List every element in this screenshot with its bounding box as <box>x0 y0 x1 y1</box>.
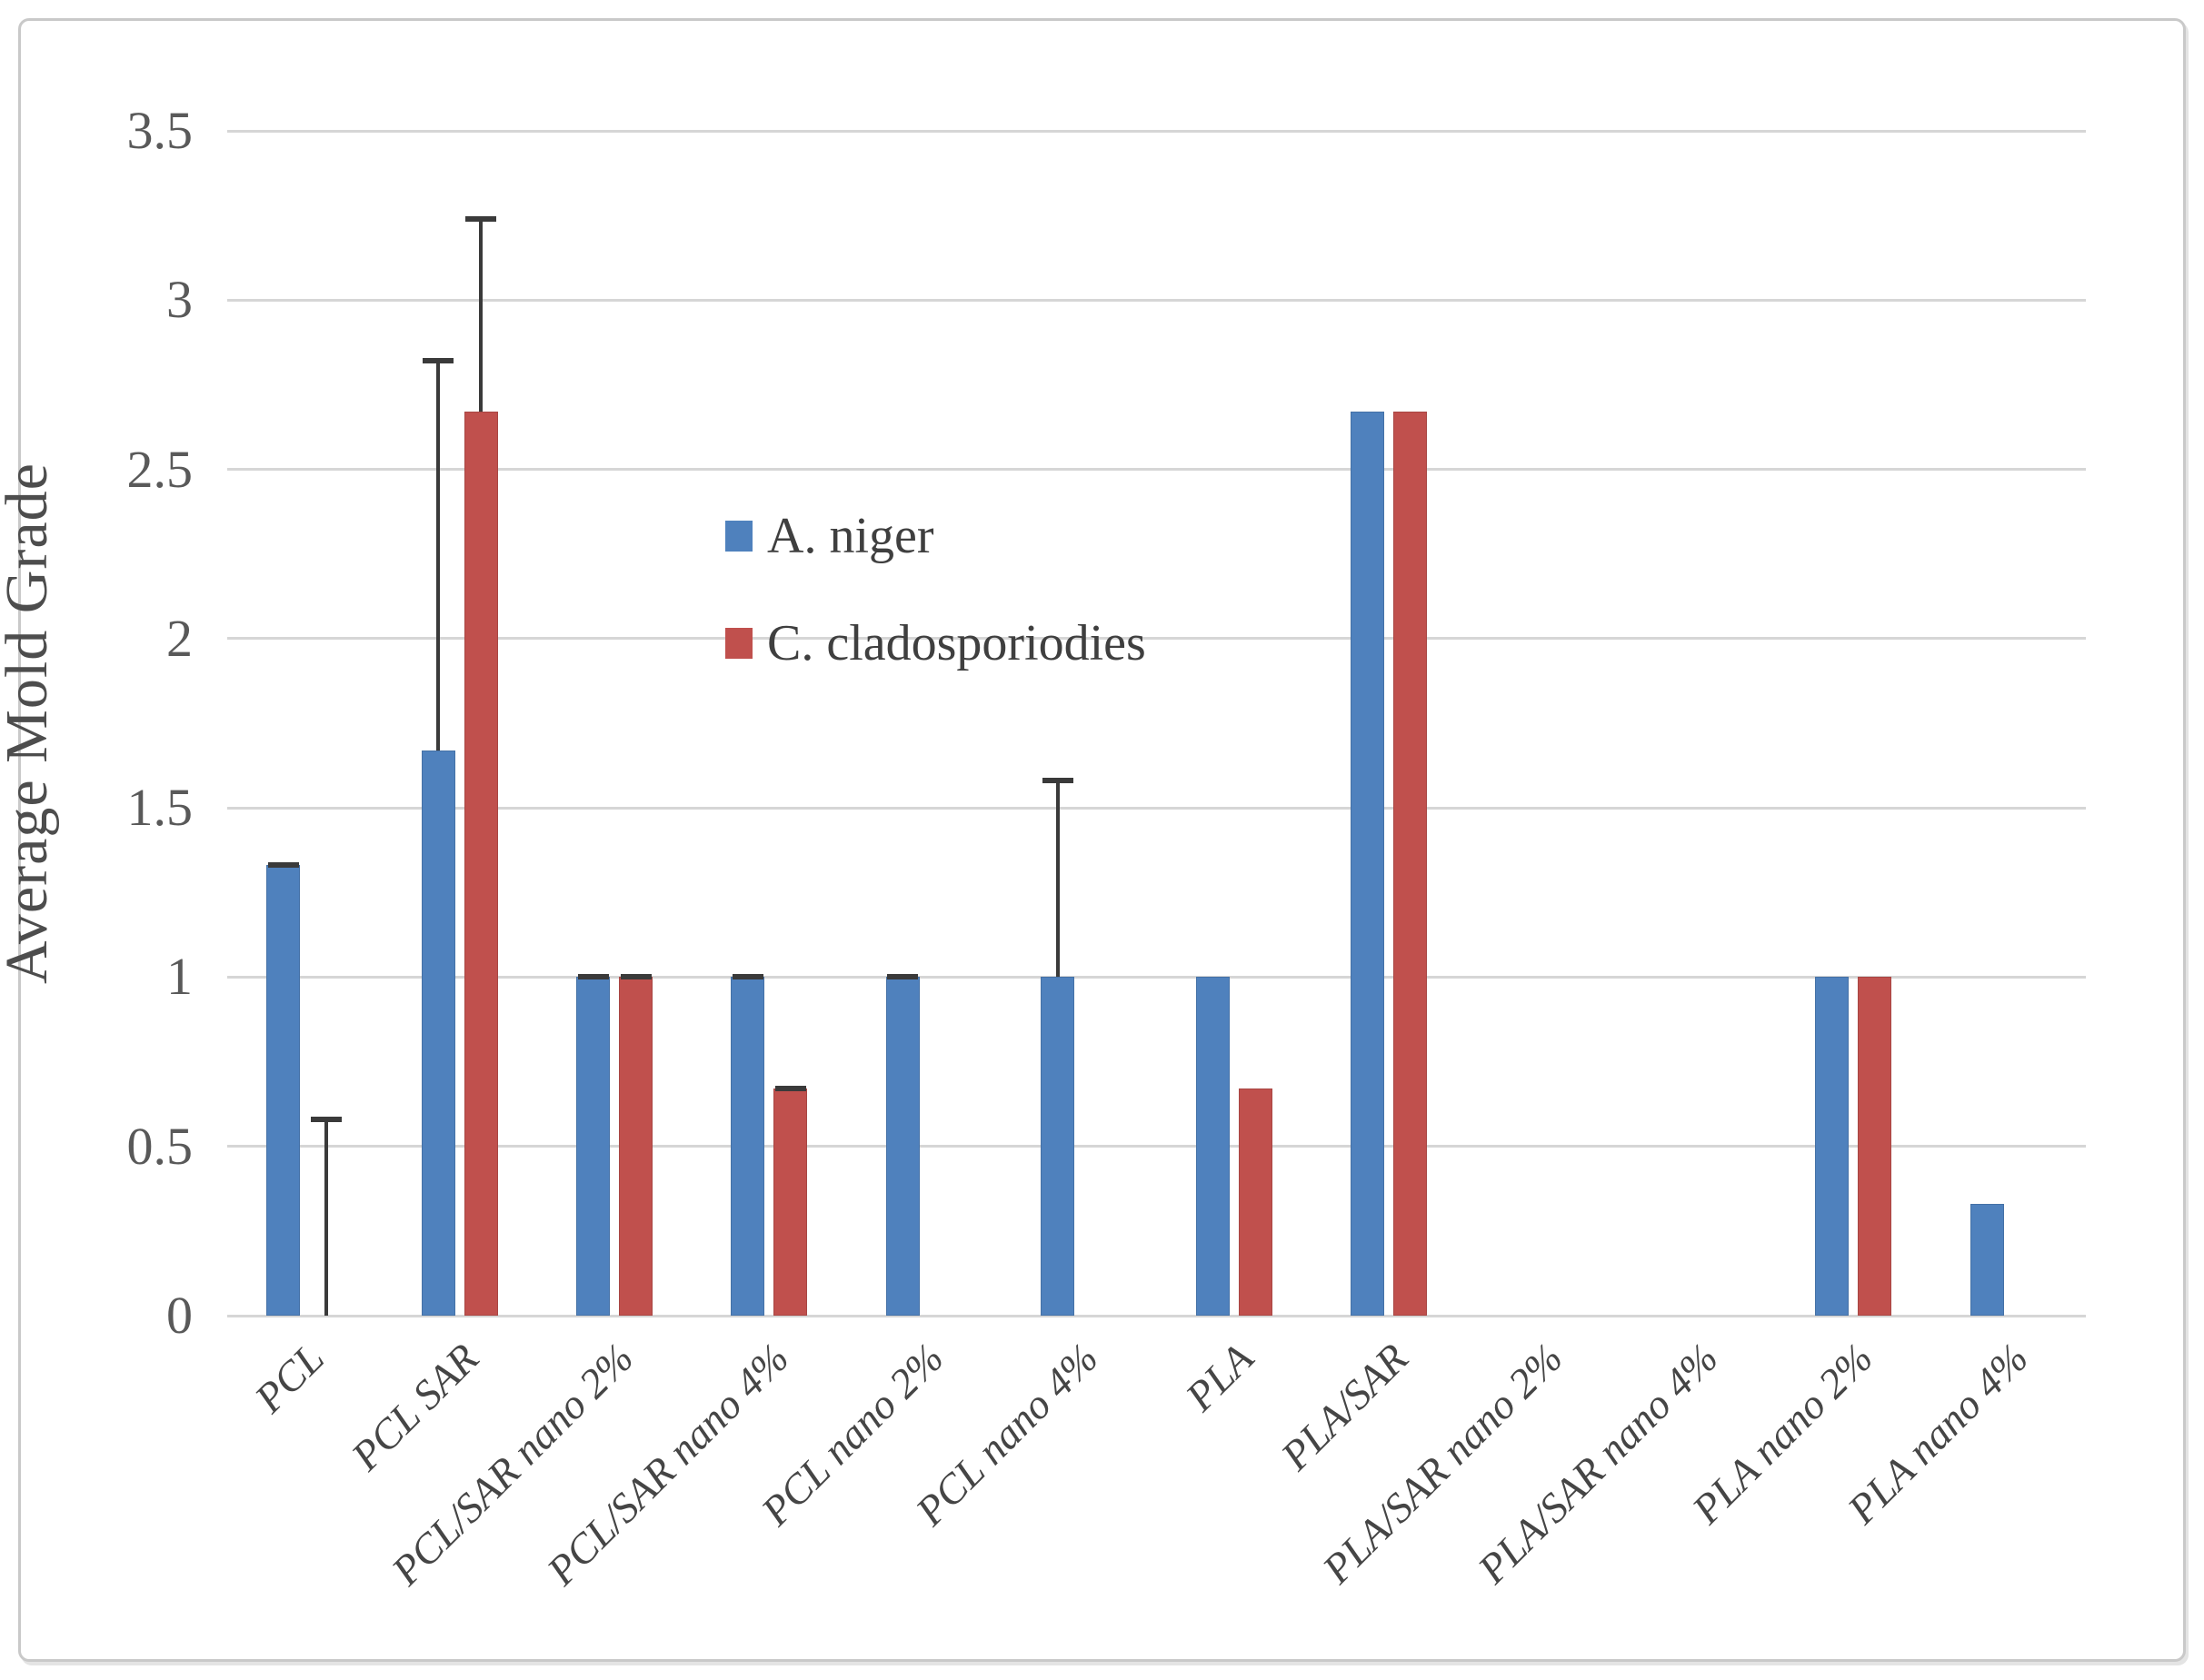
legend-item: C. cladosporiodies <box>725 614 1146 672</box>
gridline <box>227 298 2086 302</box>
y-tick-label: 1.5 <box>126 778 194 838</box>
bar-a-niger <box>421 750 455 1316</box>
bar-c-cladosporiodies <box>619 977 653 1316</box>
error-bar-cap <box>423 358 454 364</box>
legend-label: A. niger <box>767 508 934 564</box>
bar-c-cladosporiodies <box>1393 412 1428 1316</box>
bar-a-niger <box>576 977 611 1316</box>
legend-swatch-icon <box>725 628 753 659</box>
y-tick-label: 1 <box>166 947 193 1007</box>
bar-a-niger <box>1195 977 1230 1316</box>
gridline <box>227 129 2086 133</box>
legend-label: C. cladosporiodies <box>767 615 1146 671</box>
bar-a-niger <box>1041 977 1075 1316</box>
bar-a-niger <box>1815 977 1850 1316</box>
bar-a-niger <box>1970 1204 2004 1316</box>
bar-c-cladosporiodies <box>1238 1089 1272 1316</box>
error-bar-whisker <box>479 218 484 413</box>
y-axis-title: Average Mold Grade <box>0 462 60 984</box>
bar-c-cladosporiodies <box>1858 977 1892 1316</box>
error-bar-cap <box>310 1116 342 1122</box>
y-tick-label: 0.5 <box>126 1116 194 1176</box>
y-tick-label: 0 <box>166 1286 193 1345</box>
y-tick-label: 2 <box>166 608 193 668</box>
bar-a-niger <box>266 865 301 1316</box>
error-bar-cap <box>465 215 497 222</box>
bar-c-cladosporiodies <box>464 412 498 1316</box>
error-bar-cap <box>1042 778 1073 784</box>
error-bar-cap <box>887 974 919 980</box>
error-bar-whisker <box>1055 780 1060 978</box>
gridline <box>227 806 2086 810</box>
figure-frame <box>18 18 2186 1662</box>
plot-area <box>227 129 2086 1317</box>
gridline <box>227 637 2086 641</box>
gridline <box>227 1314 2086 1317</box>
gridline <box>227 1145 2086 1148</box>
legend-swatch-icon <box>725 521 753 552</box>
legend-item: A. niger <box>725 507 934 565</box>
bar-a-niger <box>885 977 920 1316</box>
bar-a-niger <box>1351 412 1385 1316</box>
error-bar-cap <box>267 862 299 869</box>
y-tick-label: 3 <box>166 270 193 330</box>
bar-a-niger <box>731 977 765 1316</box>
error-bar-whisker <box>324 1118 328 1316</box>
error-bar-cap <box>732 974 763 980</box>
y-tick-label: 2.5 <box>126 439 194 499</box>
error-bar-cap <box>774 1086 806 1092</box>
bar-c-cladosporiodies <box>773 1089 808 1316</box>
gridline <box>227 975 2086 979</box>
gridline <box>227 468 2086 472</box>
error-bar-cap <box>620 974 652 980</box>
y-tick-label: 3.5 <box>126 101 194 160</box>
error-bar-whisker <box>436 361 441 751</box>
error-bar-cap <box>577 974 609 980</box>
